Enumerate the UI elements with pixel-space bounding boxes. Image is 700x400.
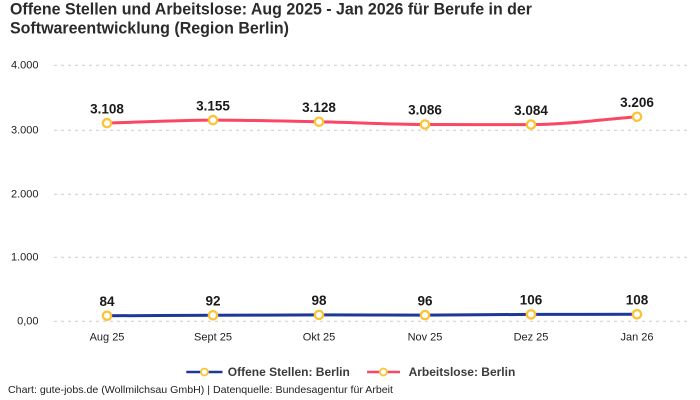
svg-text:96: 96 xyxy=(417,293,433,308)
svg-text:3.128: 3.128 xyxy=(302,100,336,115)
svg-text:Aug 25: Aug 25 xyxy=(90,332,125,344)
svg-text:92: 92 xyxy=(205,294,220,309)
svg-text:Jan 26: Jan 26 xyxy=(620,332,653,344)
svg-text:3.206: 3.206 xyxy=(620,95,654,110)
svg-text:Dez 25: Dez 25 xyxy=(514,332,549,344)
svg-text:3.000: 3.000 xyxy=(11,124,39,136)
svg-text:Okt 25: Okt 25 xyxy=(303,332,335,344)
svg-text:98: 98 xyxy=(311,293,327,308)
svg-text:108: 108 xyxy=(626,293,649,308)
svg-text:84: 84 xyxy=(99,294,115,309)
svg-text:3.108: 3.108 xyxy=(90,101,124,116)
svg-text:Softwareentwicklung (Region Be: Softwareentwicklung (Region Berlin) xyxy=(10,18,289,37)
svg-text:3.155: 3.155 xyxy=(196,98,230,113)
svg-text:Sept 25: Sept 25 xyxy=(194,332,232,344)
svg-text:Chart: gute-jobs.de (Wollmilch: Chart: gute-jobs.de (Wollmilchsau GmbH) … xyxy=(8,384,393,396)
svg-text:1.000: 1.000 xyxy=(11,252,39,264)
svg-text:4.000: 4.000 xyxy=(11,59,39,71)
svg-text:Offene Stellen und Arbeitslose: Offene Stellen und Arbeitslose: Aug 2025… xyxy=(10,0,532,18)
svg-text:0,00: 0,00 xyxy=(17,315,38,327)
svg-text:2.000: 2.000 xyxy=(11,189,39,201)
svg-text:3.084: 3.084 xyxy=(514,103,548,118)
svg-text:Nov 25: Nov 25 xyxy=(408,332,443,344)
svg-text:Arbeitslose: Berlin: Arbeitslose: Berlin xyxy=(409,365,516,379)
svg-text:Offene Stellen: Berlin: Offene Stellen: Berlin xyxy=(228,365,350,379)
svg-text:106: 106 xyxy=(520,293,543,308)
svg-text:3.086: 3.086 xyxy=(408,103,442,118)
